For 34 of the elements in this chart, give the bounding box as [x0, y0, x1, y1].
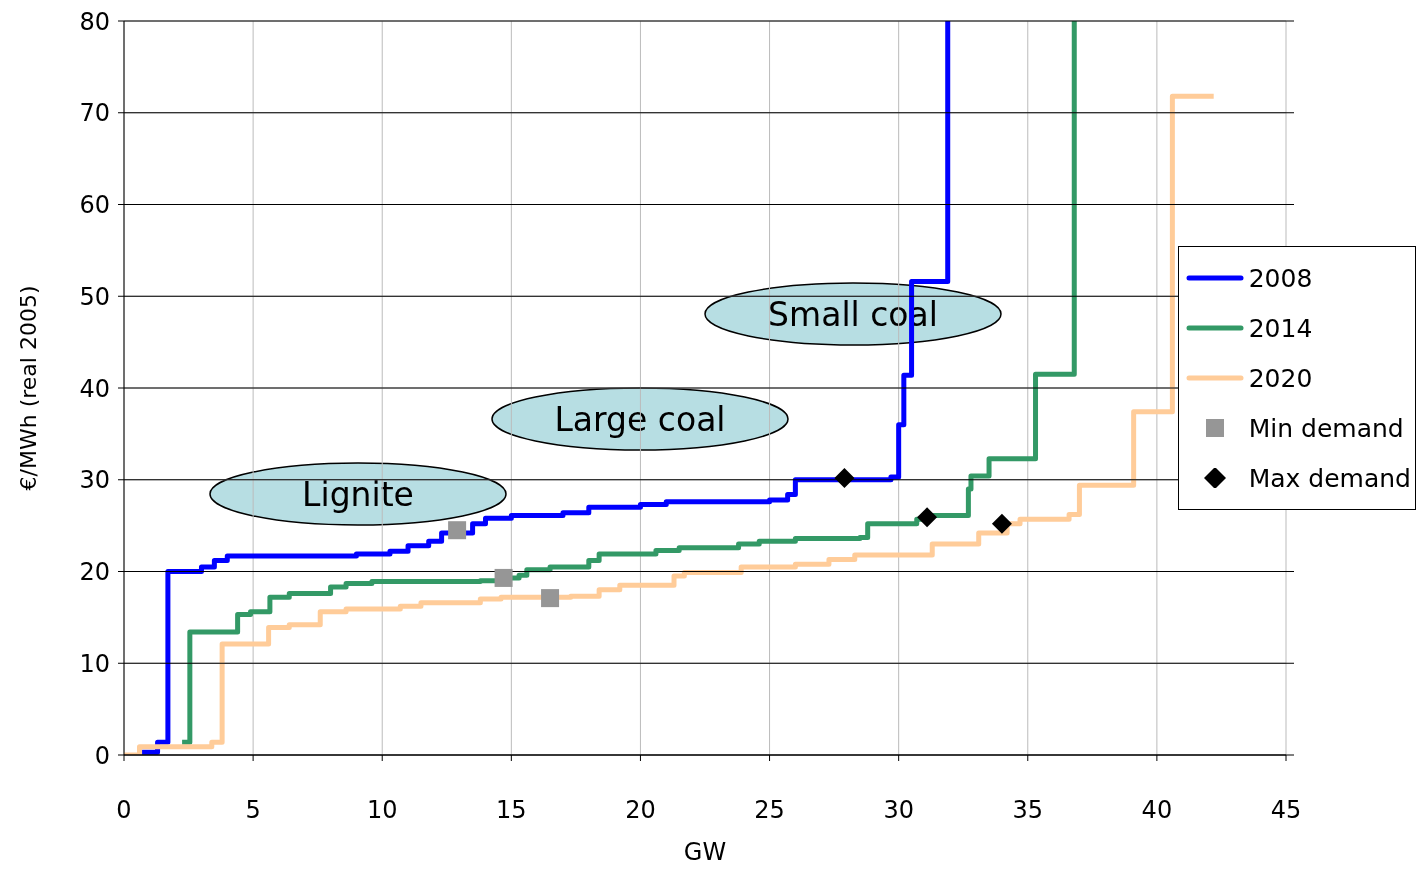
legend-label: Max demand — [1248, 463, 1411, 493]
x-tick-label: 0 — [116, 796, 132, 825]
y-tick-label: 30 — [79, 466, 110, 495]
legend-label: Min demand — [1248, 413, 1404, 443]
x-tick-label: 15 — [496, 796, 527, 825]
y-tick-label: 20 — [79, 558, 110, 587]
legend-label: 2020 — [1248, 363, 1313, 393]
x-tick-label: 10 — [366, 796, 398, 825]
point — [991, 513, 1012, 534]
x-tick-label: 25 — [754, 796, 785, 825]
point — [834, 467, 855, 488]
x-tick-label: 20 — [625, 796, 656, 825]
point — [448, 521, 467, 540]
y-tick-label: 60 — [79, 191, 110, 220]
point — [541, 589, 560, 608]
y-tick-label: 0 — [94, 741, 110, 770]
y-tick-label: 10 — [79, 649, 110, 678]
y-tick-label: 50 — [79, 282, 110, 311]
x-tick-label: 5 — [245, 796, 261, 825]
annotation: Lignite — [302, 475, 414, 514]
point — [494, 568, 513, 587]
y-tick-label: 80 — [79, 7, 110, 36]
legend-label: 2014 — [1248, 313, 1313, 343]
x-tick-label: 30 — [883, 796, 914, 825]
legend-label: 2008 — [1248, 263, 1313, 293]
x-axis-title: GW — [683, 838, 727, 866]
x-tick-label: 45 — [1270, 796, 1302, 825]
x-tick-label: 35 — [1012, 796, 1044, 825]
point — [917, 507, 938, 528]
y-tick-label: 40 — [79, 374, 110, 403]
x-tick-label: 40 — [1141, 796, 1173, 825]
y-tick-label: 70 — [79, 99, 110, 128]
annotation: Large coal — [554, 400, 726, 439]
y-axis-title: €/MWh (real 2005) — [15, 285, 41, 491]
